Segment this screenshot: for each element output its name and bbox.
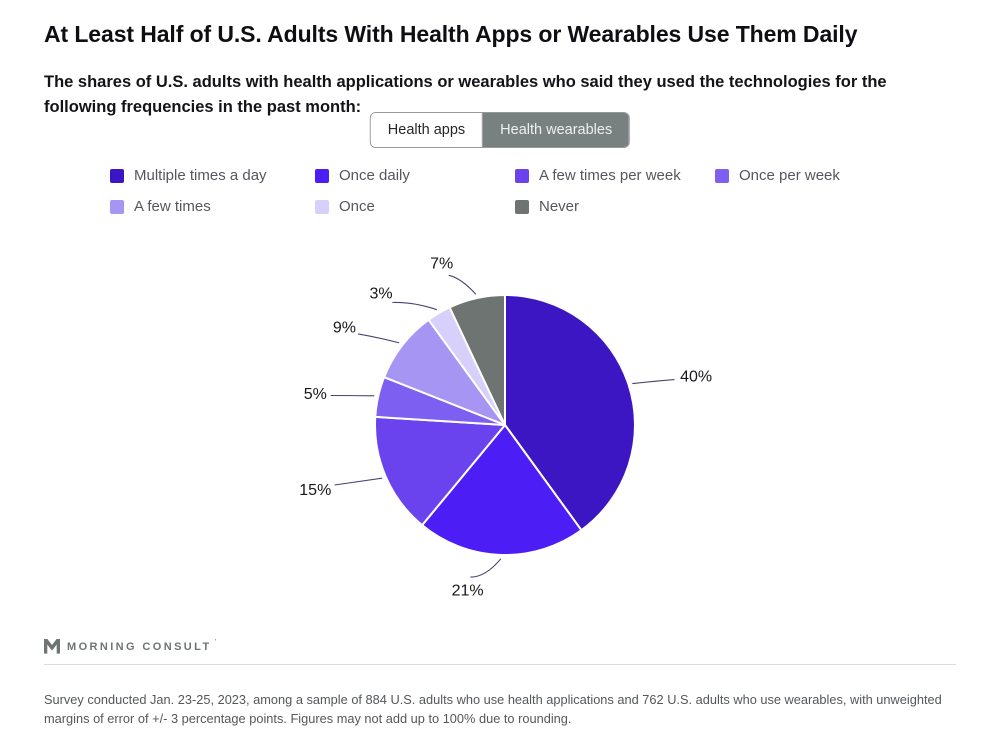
- legend-item-once-per-week: Once per week: [715, 167, 840, 184]
- pie-value-label-multiple-times-a-day: 40%: [680, 369, 712, 386]
- legend-label: Multiple times a day: [134, 167, 267, 184]
- legend-swatch-icon: [110, 199, 124, 214]
- pie-leader-line: [358, 333, 400, 344]
- legend-swatch-icon: [715, 168, 729, 183]
- pie-value-label-once-daily: 21%: [452, 582, 484, 599]
- pie-leader-line: [392, 301, 437, 311]
- pie-value-label-a-few-times-per-week: 15%: [299, 482, 331, 499]
- pie-value-label-once: 3%: [369, 285, 392, 302]
- legend-swatch-icon: [110, 168, 124, 183]
- legend-swatch-icon: [515, 168, 529, 183]
- pie-leader-line: [334, 477, 383, 486]
- legend-item-a-few-times: A few times: [110, 198, 315, 215]
- legend-label: A few times per week: [539, 167, 681, 184]
- legend-label: A few times: [134, 198, 211, 215]
- morning-consult-logo: MORNING CONSULT ’: [44, 638, 220, 654]
- pie-slice-never: [448, 294, 506, 426]
- page-title: At Least Half of U.S. Adults With Health…: [44, 21, 858, 48]
- toggle-health-apps-button[interactable]: Health apps: [370, 113, 484, 147]
- legend-item-once-daily: Once daily: [315, 167, 515, 184]
- legend-item-multiple-times-a-day: Multiple times a day: [110, 167, 315, 184]
- pie-leader-line: [448, 274, 477, 295]
- logo-wordmark: MORNING CONSULT: [67, 640, 212, 653]
- chart-legend: Multiple times a day Once daily A few ti…: [110, 167, 840, 215]
- legend-item-once: Once: [315, 198, 515, 215]
- legend-item-never: Never: [515, 198, 715, 215]
- series-toggle: Health apps Health wearables: [369, 112, 631, 148]
- pie-slice-multiple-times-a-day: [504, 294, 636, 532]
- pie-value-label-never: 7%: [430, 256, 453, 273]
- logo-trademark-tick: ’: [214, 638, 217, 647]
- legend-item-a-few-times-per-week: A few times per week: [515, 167, 715, 184]
- pie-slice-once-daily: [421, 424, 583, 557]
- pie-leader-line: [632, 379, 675, 385]
- pie-chart: 40% 21% 15% 5% 9% 3% 7%: [299, 256, 712, 600]
- legend-label: Once per week: [739, 167, 840, 184]
- survey-methodology-note: Survey conducted Jan. 23-25, 2023, among…: [44, 691, 942, 726]
- legend-label: Never: [539, 198, 580, 215]
- legend-swatch-icon: [315, 199, 329, 214]
- pie-value-label-once-per-week: 5%: [304, 386, 327, 403]
- pie-value-label-a-few-times: 9%: [333, 320, 356, 337]
- pie-leader-line: [470, 558, 502, 578]
- morning-consult-m-icon: [44, 639, 60, 654]
- pie-slice-a-few-times-per-week: [374, 415, 506, 527]
- legend-swatch-icon: [515, 199, 529, 214]
- legend-swatch-icon: [315, 168, 329, 183]
- page-subtitle: The shares of U.S. adults with health ap…: [44, 72, 887, 117]
- legend-label: Once daily: [339, 167, 410, 184]
- legend-label: Once: [339, 198, 375, 215]
- toggle-health-wearables-button[interactable]: Health wearables: [483, 113, 630, 147]
- footer-divider: [44, 664, 956, 665]
